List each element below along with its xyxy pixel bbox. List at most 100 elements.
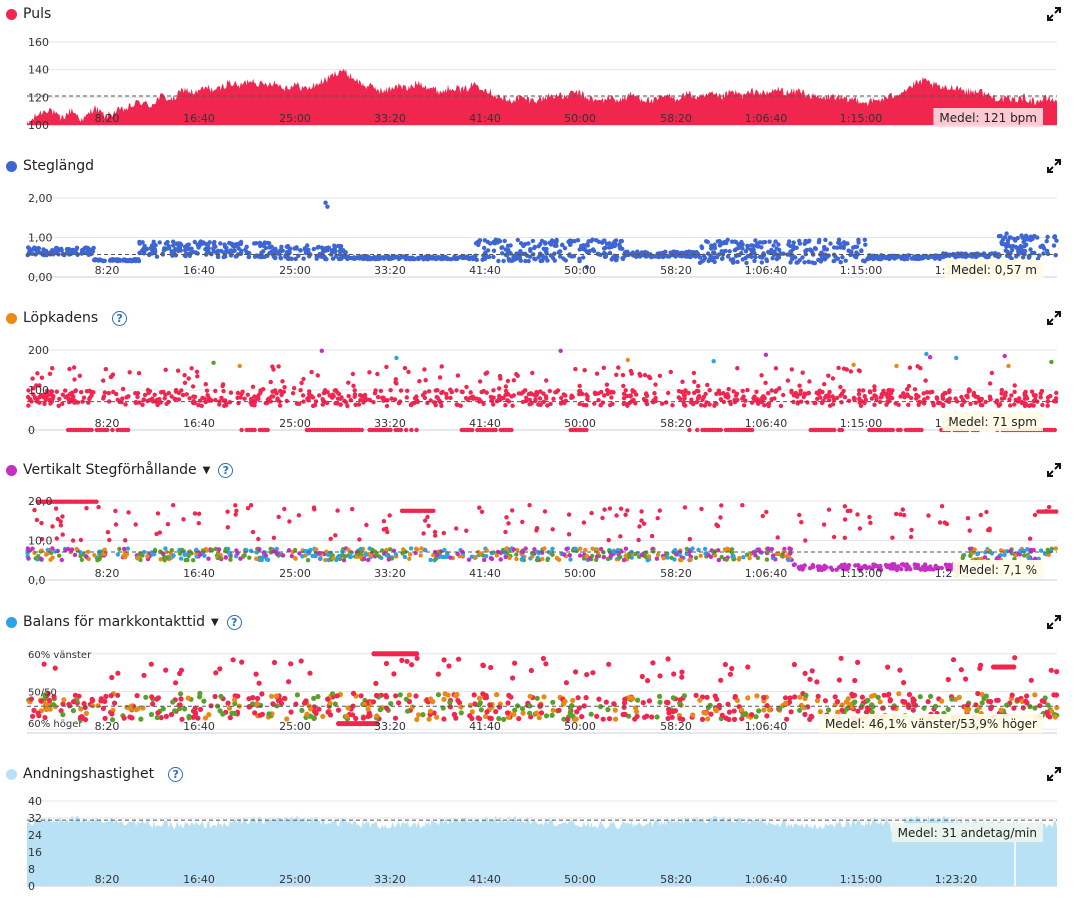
x-tick-label: 58:20 xyxy=(660,720,692,733)
data-point xyxy=(705,239,710,245)
data-point xyxy=(368,553,373,558)
data-point xyxy=(194,551,199,556)
data-point xyxy=(123,538,128,543)
data-point xyxy=(561,256,566,261)
data-point xyxy=(981,251,987,256)
data-point xyxy=(115,692,121,698)
help-icon[interactable]: ? xyxy=(226,614,242,630)
data-point xyxy=(388,427,393,433)
data-point xyxy=(464,384,469,390)
data-point xyxy=(431,508,436,514)
data-point xyxy=(598,546,604,552)
expand-icon[interactable] xyxy=(1046,310,1062,326)
data-point xyxy=(699,716,706,722)
data-point xyxy=(1015,235,1020,241)
chevron-down-icon[interactable]: ▼ xyxy=(202,464,211,476)
data-point xyxy=(323,246,329,251)
data-point xyxy=(353,402,358,407)
data-point xyxy=(621,391,627,396)
data-point xyxy=(970,253,975,258)
data-point xyxy=(879,253,884,258)
data-point xyxy=(620,711,626,718)
data-point xyxy=(852,397,857,402)
data-point xyxy=(725,254,731,259)
data-point xyxy=(772,249,777,255)
data-point xyxy=(719,712,725,718)
data-point xyxy=(764,557,770,562)
data-point xyxy=(954,355,959,361)
data-point xyxy=(939,504,945,509)
data-point xyxy=(449,389,454,395)
data-point xyxy=(143,694,149,700)
data-point xyxy=(125,427,131,433)
data-point xyxy=(60,712,66,718)
data-point xyxy=(125,546,131,551)
data-point xyxy=(794,260,799,265)
data-point xyxy=(71,398,76,404)
data-point xyxy=(832,427,837,433)
data-point xyxy=(655,516,660,521)
expand-icon[interactable] xyxy=(1046,6,1062,22)
help-icon[interactable]: ? xyxy=(112,310,128,326)
expand-icon[interactable] xyxy=(1046,614,1062,630)
data-point xyxy=(70,390,75,395)
help-icon[interactable]: ? xyxy=(168,766,184,782)
data-point xyxy=(341,558,347,563)
data-point xyxy=(32,507,37,513)
data-point xyxy=(861,388,866,393)
y-tick-label: 0 xyxy=(28,424,35,437)
data-point xyxy=(420,712,426,718)
data-point xyxy=(332,388,338,393)
data-point xyxy=(117,546,122,552)
data-point xyxy=(1012,383,1017,388)
data-point xyxy=(1040,243,1045,248)
data-point xyxy=(53,506,59,511)
data-point xyxy=(363,254,368,259)
data-point xyxy=(855,512,860,517)
data-point xyxy=(740,246,745,251)
data-point xyxy=(857,526,863,531)
data-point xyxy=(327,700,333,706)
data-point xyxy=(906,691,913,698)
data-point xyxy=(140,553,145,558)
data-point xyxy=(488,664,494,671)
data-point xyxy=(366,557,371,563)
data-point xyxy=(323,557,328,563)
data-point xyxy=(1051,243,1057,248)
data-point xyxy=(921,400,926,405)
data-point xyxy=(743,711,749,717)
data-point xyxy=(630,696,636,702)
data-point xyxy=(702,255,708,261)
data-point xyxy=(358,393,363,398)
data-point xyxy=(414,427,419,433)
data-point xyxy=(814,698,821,704)
data-point xyxy=(158,715,164,721)
data-point xyxy=(145,554,150,559)
data-point xyxy=(584,427,589,433)
data-point xyxy=(652,391,657,396)
expand-icon[interactable] xyxy=(1046,766,1062,782)
data-point xyxy=(791,562,797,568)
expand-icon[interactable] xyxy=(1046,158,1062,174)
chevron-down-icon[interactable]: ▼ xyxy=(211,616,219,628)
data-point xyxy=(731,389,736,394)
help-icon[interactable]: ? xyxy=(218,462,234,478)
data-point xyxy=(197,690,203,696)
data-point xyxy=(869,693,875,699)
data-point xyxy=(204,252,209,257)
data-point xyxy=(946,399,952,404)
data-point xyxy=(469,709,475,715)
data-point xyxy=(879,394,884,400)
data-point xyxy=(444,395,449,400)
data-point xyxy=(657,693,663,699)
data-point xyxy=(623,388,628,393)
data-point xyxy=(541,246,546,251)
data-point xyxy=(574,709,580,715)
data-point xyxy=(434,552,440,558)
data-point xyxy=(62,252,67,258)
data-point xyxy=(1012,655,1018,661)
data-point xyxy=(573,366,578,372)
expand-icon[interactable] xyxy=(1046,462,1062,478)
data-point xyxy=(286,679,292,685)
data-point xyxy=(440,389,445,395)
